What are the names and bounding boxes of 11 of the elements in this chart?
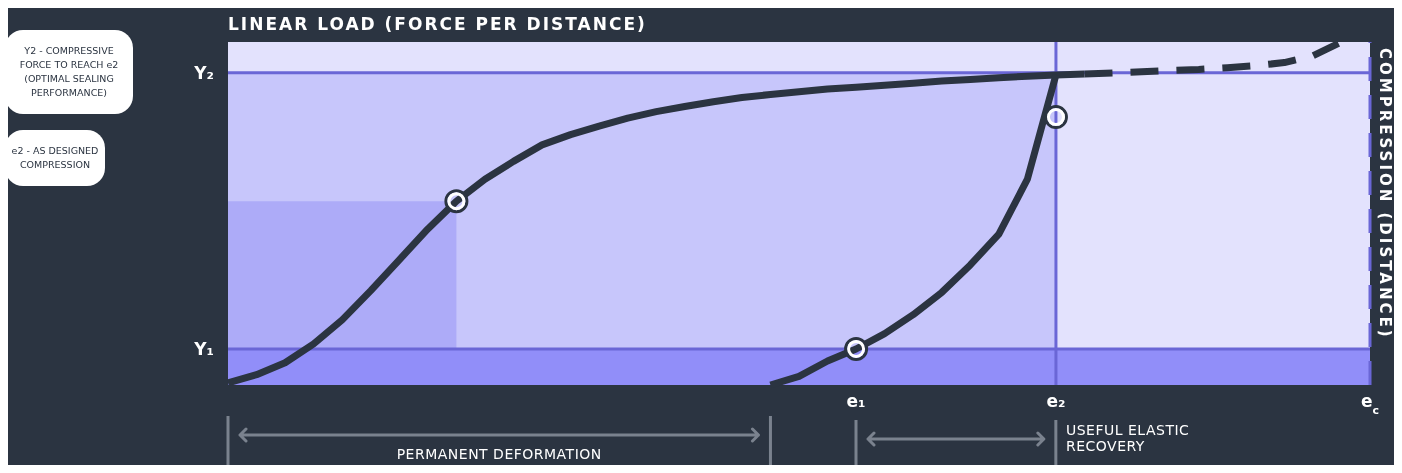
x-tick-label: e$_{c}$ — [1360, 391, 1380, 417]
x-tick-label: e₁ — [846, 391, 866, 411]
text: e2 - AS DESIGNED COMPRESSION — [5, 130, 105, 186]
ref-line-label: Y₂ — [193, 62, 214, 83]
text: USEFUL ELASTIC RECOVERY — [1065, 422, 1191, 454]
y-axis-title: LINEAR LOAD (FORCE PER DISTANCE) — [228, 14, 647, 34]
text: PERMANENT DEFORMATION — [395, 446, 603, 462]
text: Y2 - COMPRESSIVE FORCE TO REACH e2 (OPTIMAL SEALING PERFORMANCE) — [5, 30, 133, 114]
x-tick-label: e₂ — [1046, 391, 1066, 411]
text: COMPRESSION (DISTANCE) — [1376, 48, 1394, 340]
ref-line-label: Y₁ — [193, 338, 214, 359]
